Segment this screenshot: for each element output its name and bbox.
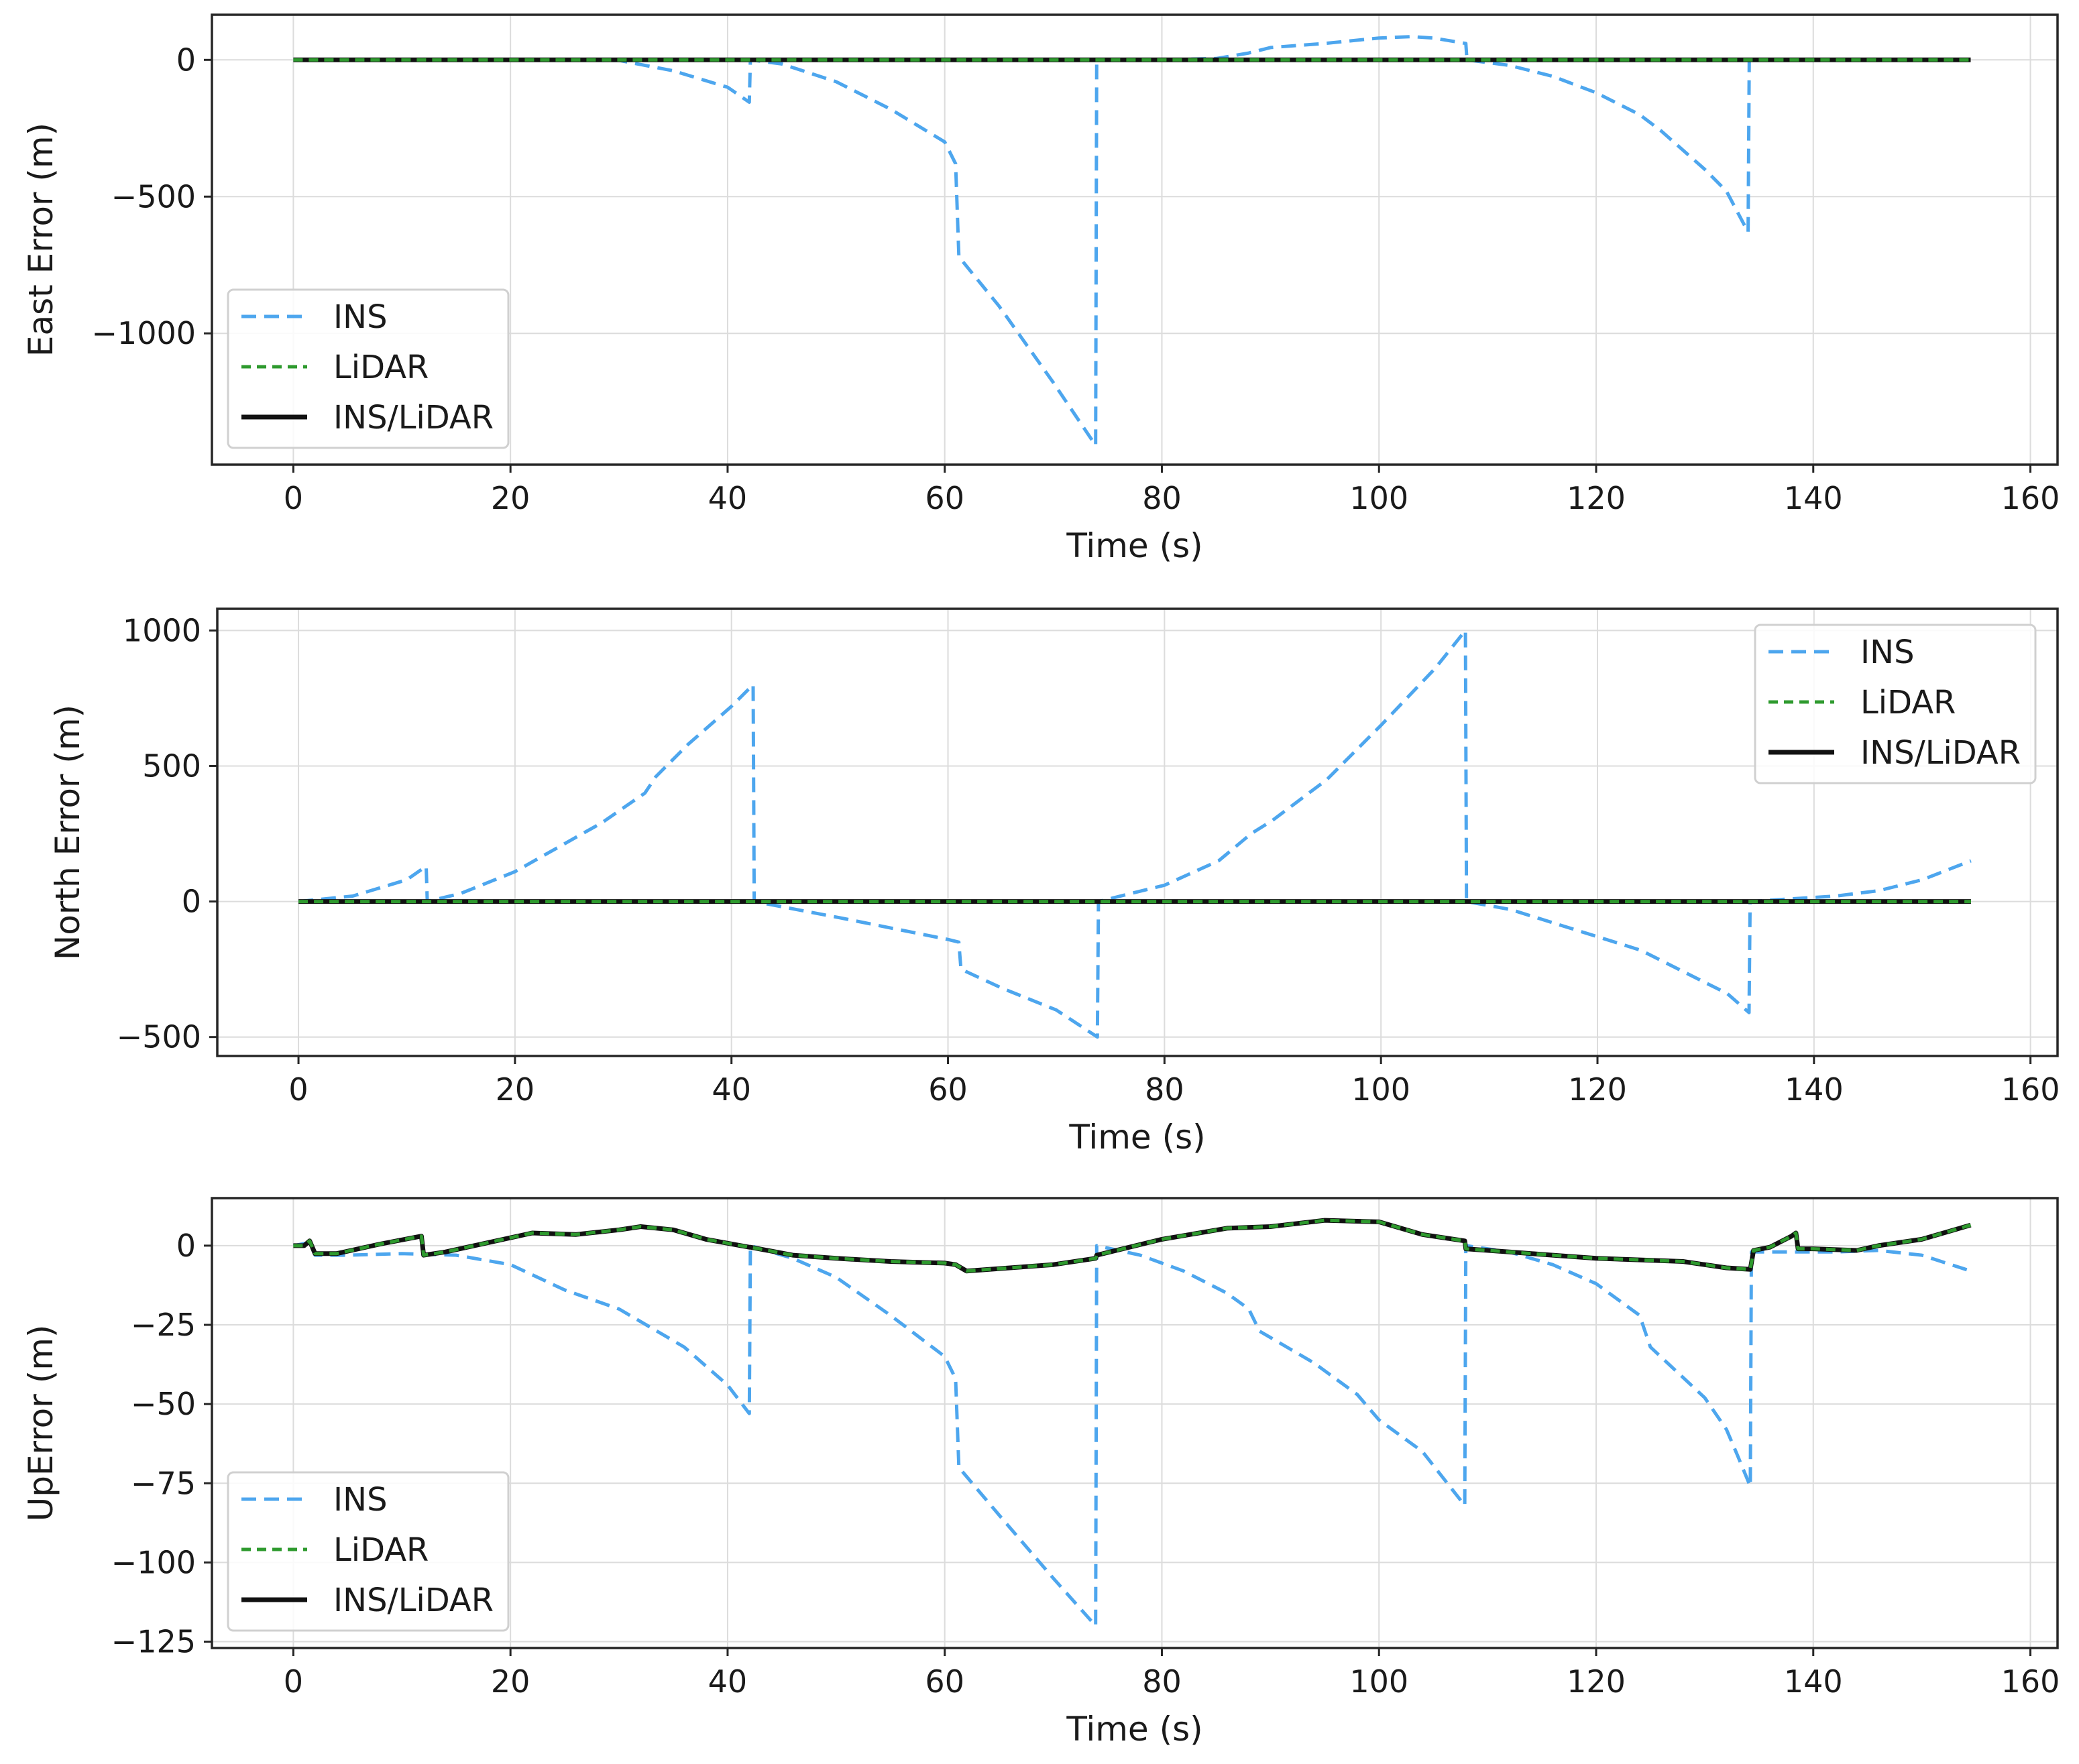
north-y-tick-label: 0 xyxy=(182,884,201,920)
east-legend-box xyxy=(227,288,510,449)
east-y-tick-label: −1000 xyxy=(91,315,196,351)
east-legend-label-ins-lidar: INS/LiDAR xyxy=(333,399,494,436)
north-axes-frame xyxy=(216,607,2059,1057)
up-error-panel: 0 20 40 60 80 100 120 140 1600−25−50−75−100−125 … xyxy=(21,1197,2060,1749)
north-legend-label-ins: INS xyxy=(1860,634,1915,671)
up-x-axis-label: Time (s) xyxy=(1066,1710,1202,1749)
north-legend-label-lidar: LiDAR xyxy=(1860,684,1956,721)
north-x-tick-label: 0 xyxy=(288,1071,308,1108)
up-series-lidar xyxy=(293,1218,1972,1273)
east-x-tick-label: 80 xyxy=(1142,480,1182,516)
north-y-tick-label: −500 xyxy=(117,1019,201,1055)
north-x-tick-label: 100 xyxy=(1351,1071,1410,1108)
up-x-tick-label: 80 xyxy=(1142,1663,1182,1700)
east-x-tick-label: 160 xyxy=(2001,480,2060,516)
east-x-tick-label: 120 xyxy=(1567,480,1626,516)
up-axes-frame xyxy=(211,1197,2059,1649)
up-y-tick-label: −75 xyxy=(131,1465,196,1501)
north-legend: INS LiDAR INS/LiDAR xyxy=(1754,624,2037,784)
north-y-tick-label: 1000 xyxy=(123,612,201,648)
east-x-tick-label: 0 xyxy=(284,480,303,516)
up-x-tick-label: 0 xyxy=(284,1663,303,1700)
up-legend-label-ins: INS xyxy=(333,1481,388,1519)
up-legend-box xyxy=(227,1471,510,1632)
east-y-axis-label: East Error (m) xyxy=(21,123,60,357)
north-series-ins xyxy=(298,628,1972,1039)
east-error-panel: 0 20 40 60 80 100 120 140 160 0 −500 −1000 Time (s)… xyxy=(21,13,2060,565)
up-series-ins xyxy=(292,1240,1972,1628)
east-x-tick-label: 40 xyxy=(708,480,748,516)
up-y-tick-label: −125 xyxy=(111,1624,196,1660)
east-x-tick-label: 140 xyxy=(1784,480,1843,516)
north-x-tick-label: 80 xyxy=(1145,1071,1184,1108)
up-y-tick-label: −50 xyxy=(131,1386,196,1422)
north-x-tick-label: 60 xyxy=(928,1071,968,1108)
up-x-tick-label: 120 xyxy=(1567,1663,1626,1700)
up-x-tick-label: 40 xyxy=(708,1663,748,1700)
north-legend-label-ins-lidar: INS/LiDAR xyxy=(1860,734,2021,772)
up-y-tick-label: −25 xyxy=(131,1307,196,1343)
up-x-tick-label: 160 xyxy=(2001,1663,2060,1700)
up-legend: INS LiDAR INS/LiDAR xyxy=(227,1471,510,1632)
east-x-axis-label: Time (s) xyxy=(1066,526,1202,565)
up-x-tick-label: 60 xyxy=(925,1663,964,1700)
north-error-panel: 0 20 40 60 80 100 120 140 160 1000 500 0 −500 Time (… xyxy=(48,607,2060,1157)
north-x-axis-label: Time (s) xyxy=(1068,1118,1205,1157)
east-x-tick-label: 60 xyxy=(925,480,964,516)
east-legend: INS LiDAR INS/LiDAR xyxy=(227,288,510,449)
up-legend-label-ins-lidar: INS/LiDAR xyxy=(333,1582,494,1619)
north-y-axis-label: North Error (m) xyxy=(48,705,87,960)
east-legend-label-ins: INS xyxy=(333,298,388,336)
up-x-tick-label: 100 xyxy=(1349,1663,1408,1700)
north-x-tick-label: 20 xyxy=(496,1071,535,1108)
east-legend-label-lidar: LiDAR xyxy=(333,349,429,386)
east-y-tick-label: 0 xyxy=(176,42,196,78)
north-x-tick-label: 120 xyxy=(1568,1071,1627,1108)
up-y-axis-label: UpError (m) xyxy=(21,1325,60,1522)
north-x-tick-label: 160 xyxy=(2001,1071,2060,1108)
east-axes-frame xyxy=(211,13,2059,466)
north-legend-box xyxy=(1754,624,2037,784)
east-y-tick-label: −500 xyxy=(111,178,196,215)
north-y-tick-label: 500 xyxy=(142,748,201,784)
north-x-tick-label: 40 xyxy=(712,1071,751,1108)
up-x-tick-label: 20 xyxy=(491,1663,530,1700)
up-legend-label-lidar: LiDAR xyxy=(333,1531,429,1569)
east-series-ins xyxy=(293,35,1971,447)
up-y-tick-label: 0 xyxy=(176,1228,196,1264)
east-x-tick-label: 20 xyxy=(491,480,530,516)
up-y-tick-label: −100 xyxy=(111,1544,196,1580)
east-x-tick-label: 100 xyxy=(1349,480,1408,516)
north-x-tick-label: 140 xyxy=(1785,1071,1844,1108)
up-x-tick-label: 140 xyxy=(1784,1663,1843,1700)
